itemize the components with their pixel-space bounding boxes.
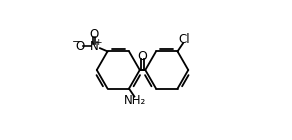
Text: +: + — [94, 38, 101, 47]
Text: N: N — [90, 40, 98, 53]
Text: O: O — [89, 28, 99, 41]
Text: NH₂: NH₂ — [124, 94, 147, 107]
Text: −: − — [72, 37, 81, 47]
Text: O: O — [75, 40, 85, 53]
Text: Cl: Cl — [178, 33, 190, 46]
Text: O: O — [138, 50, 147, 63]
